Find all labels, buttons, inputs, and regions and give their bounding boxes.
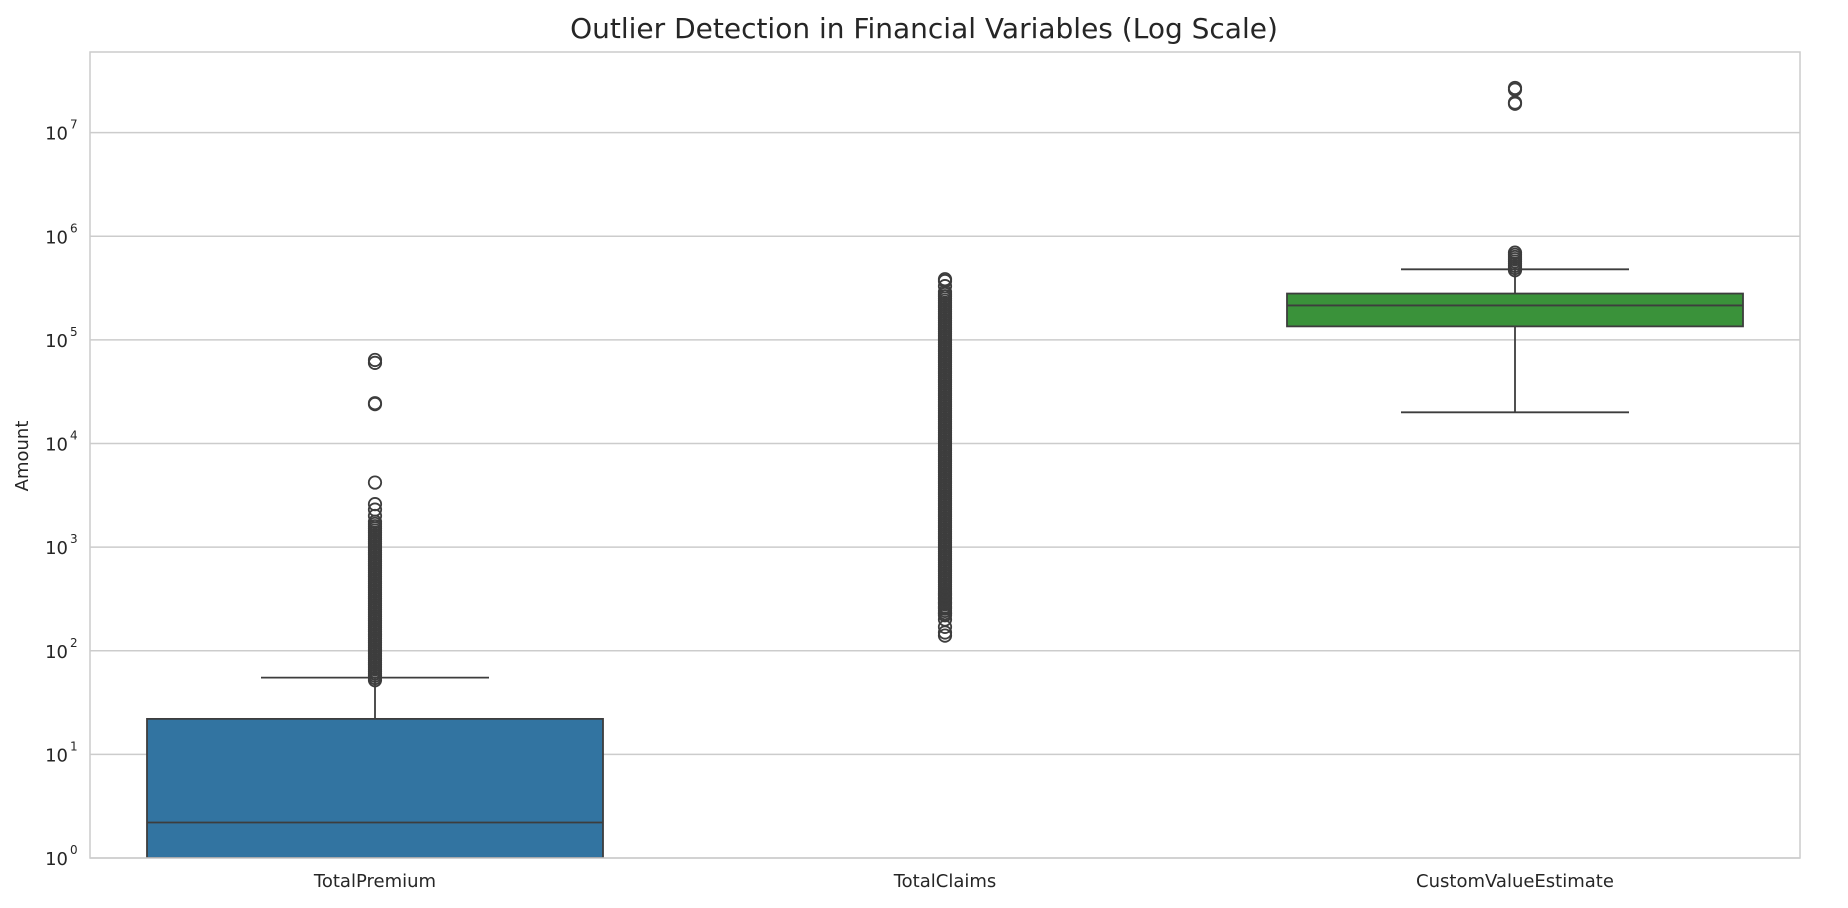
y-tick-exponent: 5 [70, 325, 78, 339]
y-tick-label: 10 [45, 745, 68, 766]
outlier-point [367, 475, 383, 490]
y-tick-label: 10 [45, 435, 68, 456]
y-tick-exponent: 3 [70, 532, 78, 546]
outlier-point [367, 497, 383, 512]
x-axis-ticks: TotalPremium TotalClaims CustomValueEstima… [313, 871, 1614, 892]
box-group-TotalPremium [146, 352, 604, 858]
outlier-point [937, 279, 953, 294]
outlier-point [367, 352, 383, 368]
outlier-point [1507, 245, 1523, 260]
y-tick-exponent: 6 [70, 221, 78, 235]
y-tick-exponent: 7 [70, 118, 78, 132]
plot-boxes [146, 80, 1744, 858]
outlier-point [937, 272, 953, 287]
outlier-point [937, 587, 953, 602]
outlier-point [1507, 80, 1523, 96]
y-tick-exponent: 4 [70, 429, 78, 443]
chart-title: Outlier Detection in Financial Variables… [570, 12, 1278, 45]
outlier-point [367, 396, 383, 411]
x-tick-label: CustomValueEstimate [1416, 871, 1614, 892]
y-tick-exponent: 1 [70, 739, 78, 753]
y-tick-label: 10 [45, 849, 68, 870]
outlier-point [937, 606, 953, 621]
outlier-point [367, 502, 383, 517]
y-tick-label: 10 [45, 124, 68, 145]
outlier-point [937, 591, 953, 606]
x-tick-label: TotalClaims [893, 871, 997, 892]
y-tick-exponent: 2 [70, 636, 78, 650]
y-tick-label: 10 [45, 642, 68, 663]
box-group-CustomValueEstimate [1286, 80, 1744, 414]
box-group-TotalClaims [937, 272, 953, 643]
outlier-point [937, 619, 953, 634]
y-tick-exponent: 0 [70, 843, 78, 857]
plot-frame [89, 51, 1801, 859]
iqr-box [146, 717, 604, 858]
outlier-point [937, 600, 953, 615]
outlier-point [937, 595, 953, 610]
y-axis-label: Amount [12, 421, 33, 492]
x-tick-label: TotalPremium [313, 871, 436, 892]
y-tick-label: 10 [45, 331, 68, 352]
iqr-box [1286, 292, 1744, 328]
y-tick-label: 10 [45, 227, 68, 248]
y-tick-label: 10 [45, 538, 68, 559]
